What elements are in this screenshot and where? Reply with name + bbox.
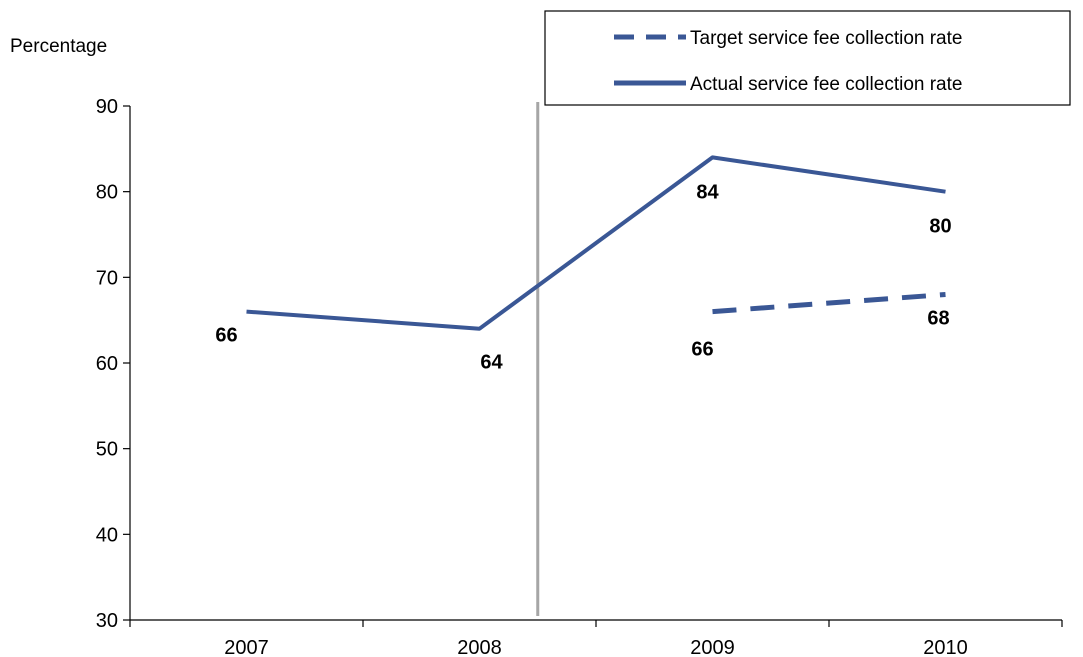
data-labels-layer: 66 68 66 64 84 80 (215, 181, 951, 373)
actual-data-label: 84 (696, 181, 719, 203)
actual-data-label: 64 (480, 352, 503, 374)
y-tick-label: 40 (96, 524, 118, 546)
target-data-label: 66 (691, 339, 713, 361)
target-data-label: 68 (927, 307, 949, 329)
y-tick-label: 30 (96, 610, 118, 632)
axes: 30 40 50 60 70 80 90 2007 2008 2009 2010 (96, 96, 1063, 657)
x-tick-label: 2007 (224, 637, 269, 657)
legend-label-target: Target service fee collection rate (690, 28, 962, 49)
legend-label-actual: Actual service fee collection rate (690, 74, 962, 95)
target-series-line (712, 292, 946, 315)
y-tick-label: 50 (96, 439, 118, 461)
x-tick-label: 2009 (690, 637, 735, 657)
y-tick-label: 70 (96, 267, 118, 289)
legend: Target service fee collection rate Actua… (544, 10, 1071, 106)
y-tick-label: 60 (96, 353, 118, 375)
actual-data-label: 66 (215, 325, 237, 347)
series-layer (246, 155, 946, 331)
y-tick-label: 80 (96, 182, 118, 204)
y-tick-label: 90 (96, 96, 118, 118)
y-axis-title: Percentage (10, 36, 107, 57)
x-tick-label: 2008 (457, 637, 502, 657)
actual-series-line (246, 155, 946, 331)
legend-box (544, 10, 1071, 106)
x-tick-label: 2010 (923, 637, 968, 657)
actual-data-label: 80 (929, 216, 951, 238)
